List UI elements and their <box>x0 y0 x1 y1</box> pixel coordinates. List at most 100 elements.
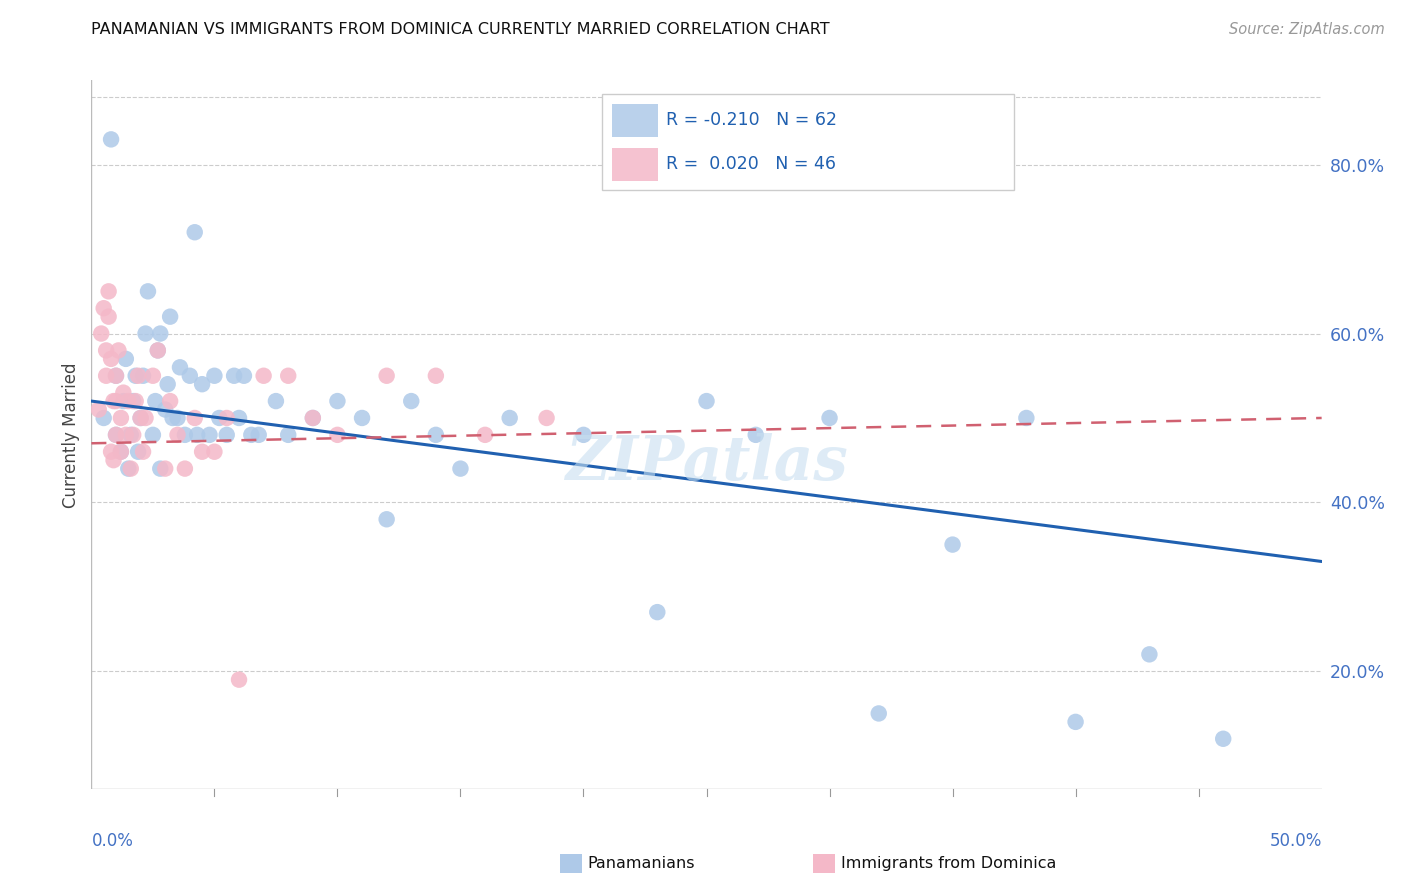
Point <box>129 411 152 425</box>
Point <box>232 368 256 383</box>
Point <box>127 368 149 383</box>
Point <box>202 368 225 383</box>
Point <box>142 368 165 383</box>
Point <box>425 368 447 383</box>
FancyBboxPatch shape <box>602 95 1014 190</box>
Point <box>105 394 127 409</box>
Point <box>114 428 138 442</box>
Text: Panamanians: Panamanians <box>588 856 695 871</box>
Point <box>228 673 250 687</box>
Point <box>215 428 238 442</box>
Point <box>174 461 197 475</box>
Point <box>105 428 127 442</box>
Point <box>240 428 263 442</box>
Point <box>174 428 197 442</box>
Text: Source: ZipAtlas.com: Source: ZipAtlas.com <box>1229 22 1385 37</box>
Point <box>1212 731 1234 746</box>
Point <box>215 411 238 425</box>
Point <box>425 428 447 442</box>
Point <box>105 368 127 383</box>
Point <box>156 377 179 392</box>
Point <box>1064 714 1087 729</box>
Point <box>745 428 768 442</box>
Point <box>112 394 135 409</box>
Point <box>301 411 323 425</box>
Point <box>100 444 122 458</box>
Point <box>96 368 117 383</box>
Point <box>868 706 890 721</box>
Point <box>114 351 138 366</box>
Point <box>645 605 669 619</box>
Point <box>142 428 165 442</box>
Point <box>107 343 129 358</box>
Point <box>375 368 398 383</box>
Text: ZIPatlas: ZIPatlas <box>565 434 848 493</box>
Point <box>124 394 146 409</box>
Point <box>326 394 349 409</box>
Point <box>352 411 374 425</box>
Point <box>103 394 125 409</box>
Point <box>124 368 146 383</box>
Point <box>122 428 145 442</box>
Text: 0.0%: 0.0% <box>91 831 134 850</box>
Point <box>191 377 214 392</box>
Point <box>818 411 841 425</box>
Point <box>399 394 422 409</box>
Point <box>449 461 471 475</box>
Point <box>153 461 177 475</box>
Point <box>110 411 132 425</box>
Point <box>179 368 201 383</box>
Point <box>132 444 155 458</box>
Point <box>202 444 225 458</box>
Y-axis label: Currently Married: Currently Married <box>62 362 80 508</box>
Point <box>326 428 349 442</box>
Point <box>96 343 117 358</box>
Point <box>208 411 231 425</box>
Point <box>186 428 208 442</box>
Point <box>169 360 191 375</box>
Point <box>474 428 496 442</box>
Point <box>146 343 169 358</box>
Point <box>191 444 214 458</box>
Point <box>145 394 166 409</box>
Point <box>166 428 188 442</box>
Point <box>135 411 156 425</box>
Point <box>149 461 172 475</box>
Point <box>572 428 595 442</box>
Text: 50.0%: 50.0% <box>1270 831 1322 850</box>
Point <box>159 310 181 324</box>
Point <box>264 394 287 409</box>
Point <box>162 411 184 425</box>
Point <box>100 132 122 146</box>
Point <box>198 428 221 442</box>
Point <box>117 461 139 475</box>
Point <box>498 411 520 425</box>
Point <box>695 394 717 409</box>
Point <box>105 428 127 442</box>
Point <box>253 368 276 383</box>
Point <box>159 394 181 409</box>
Point <box>183 411 207 425</box>
Bar <box>612 103 658 137</box>
Point <box>93 411 115 425</box>
Point <box>87 402 110 417</box>
Point <box>110 444 132 458</box>
Point <box>222 368 246 383</box>
Bar <box>612 147 658 181</box>
Point <box>122 394 145 409</box>
Point <box>93 301 115 316</box>
Point <box>129 411 152 425</box>
Point <box>153 402 177 417</box>
Point <box>228 411 250 425</box>
Point <box>135 326 156 341</box>
Point <box>277 428 299 442</box>
Text: R = -0.210   N = 62: R = -0.210 N = 62 <box>666 112 837 129</box>
Point <box>146 343 169 358</box>
Point <box>97 285 120 299</box>
Point <box>149 326 172 341</box>
Point <box>103 453 125 467</box>
Point <box>277 368 299 383</box>
Point <box>183 225 207 239</box>
Point <box>536 411 558 425</box>
Point <box>120 428 142 442</box>
